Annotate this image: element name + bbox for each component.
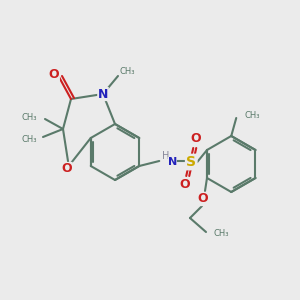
Text: O: O xyxy=(49,68,59,82)
Text: N: N xyxy=(168,157,177,167)
Text: CH₃: CH₃ xyxy=(214,230,230,238)
Text: O: O xyxy=(61,163,72,176)
Text: CH₃: CH₃ xyxy=(22,134,37,143)
Text: S: S xyxy=(186,155,196,169)
Text: CH₃: CH₃ xyxy=(22,112,37,122)
Text: CH₃: CH₃ xyxy=(244,110,260,119)
Text: O: O xyxy=(198,193,208,206)
Text: O: O xyxy=(190,133,201,146)
Text: CH₃: CH₃ xyxy=(120,67,136,76)
Text: H: H xyxy=(162,151,169,161)
Text: N: N xyxy=(98,88,108,100)
Text: O: O xyxy=(179,178,190,191)
